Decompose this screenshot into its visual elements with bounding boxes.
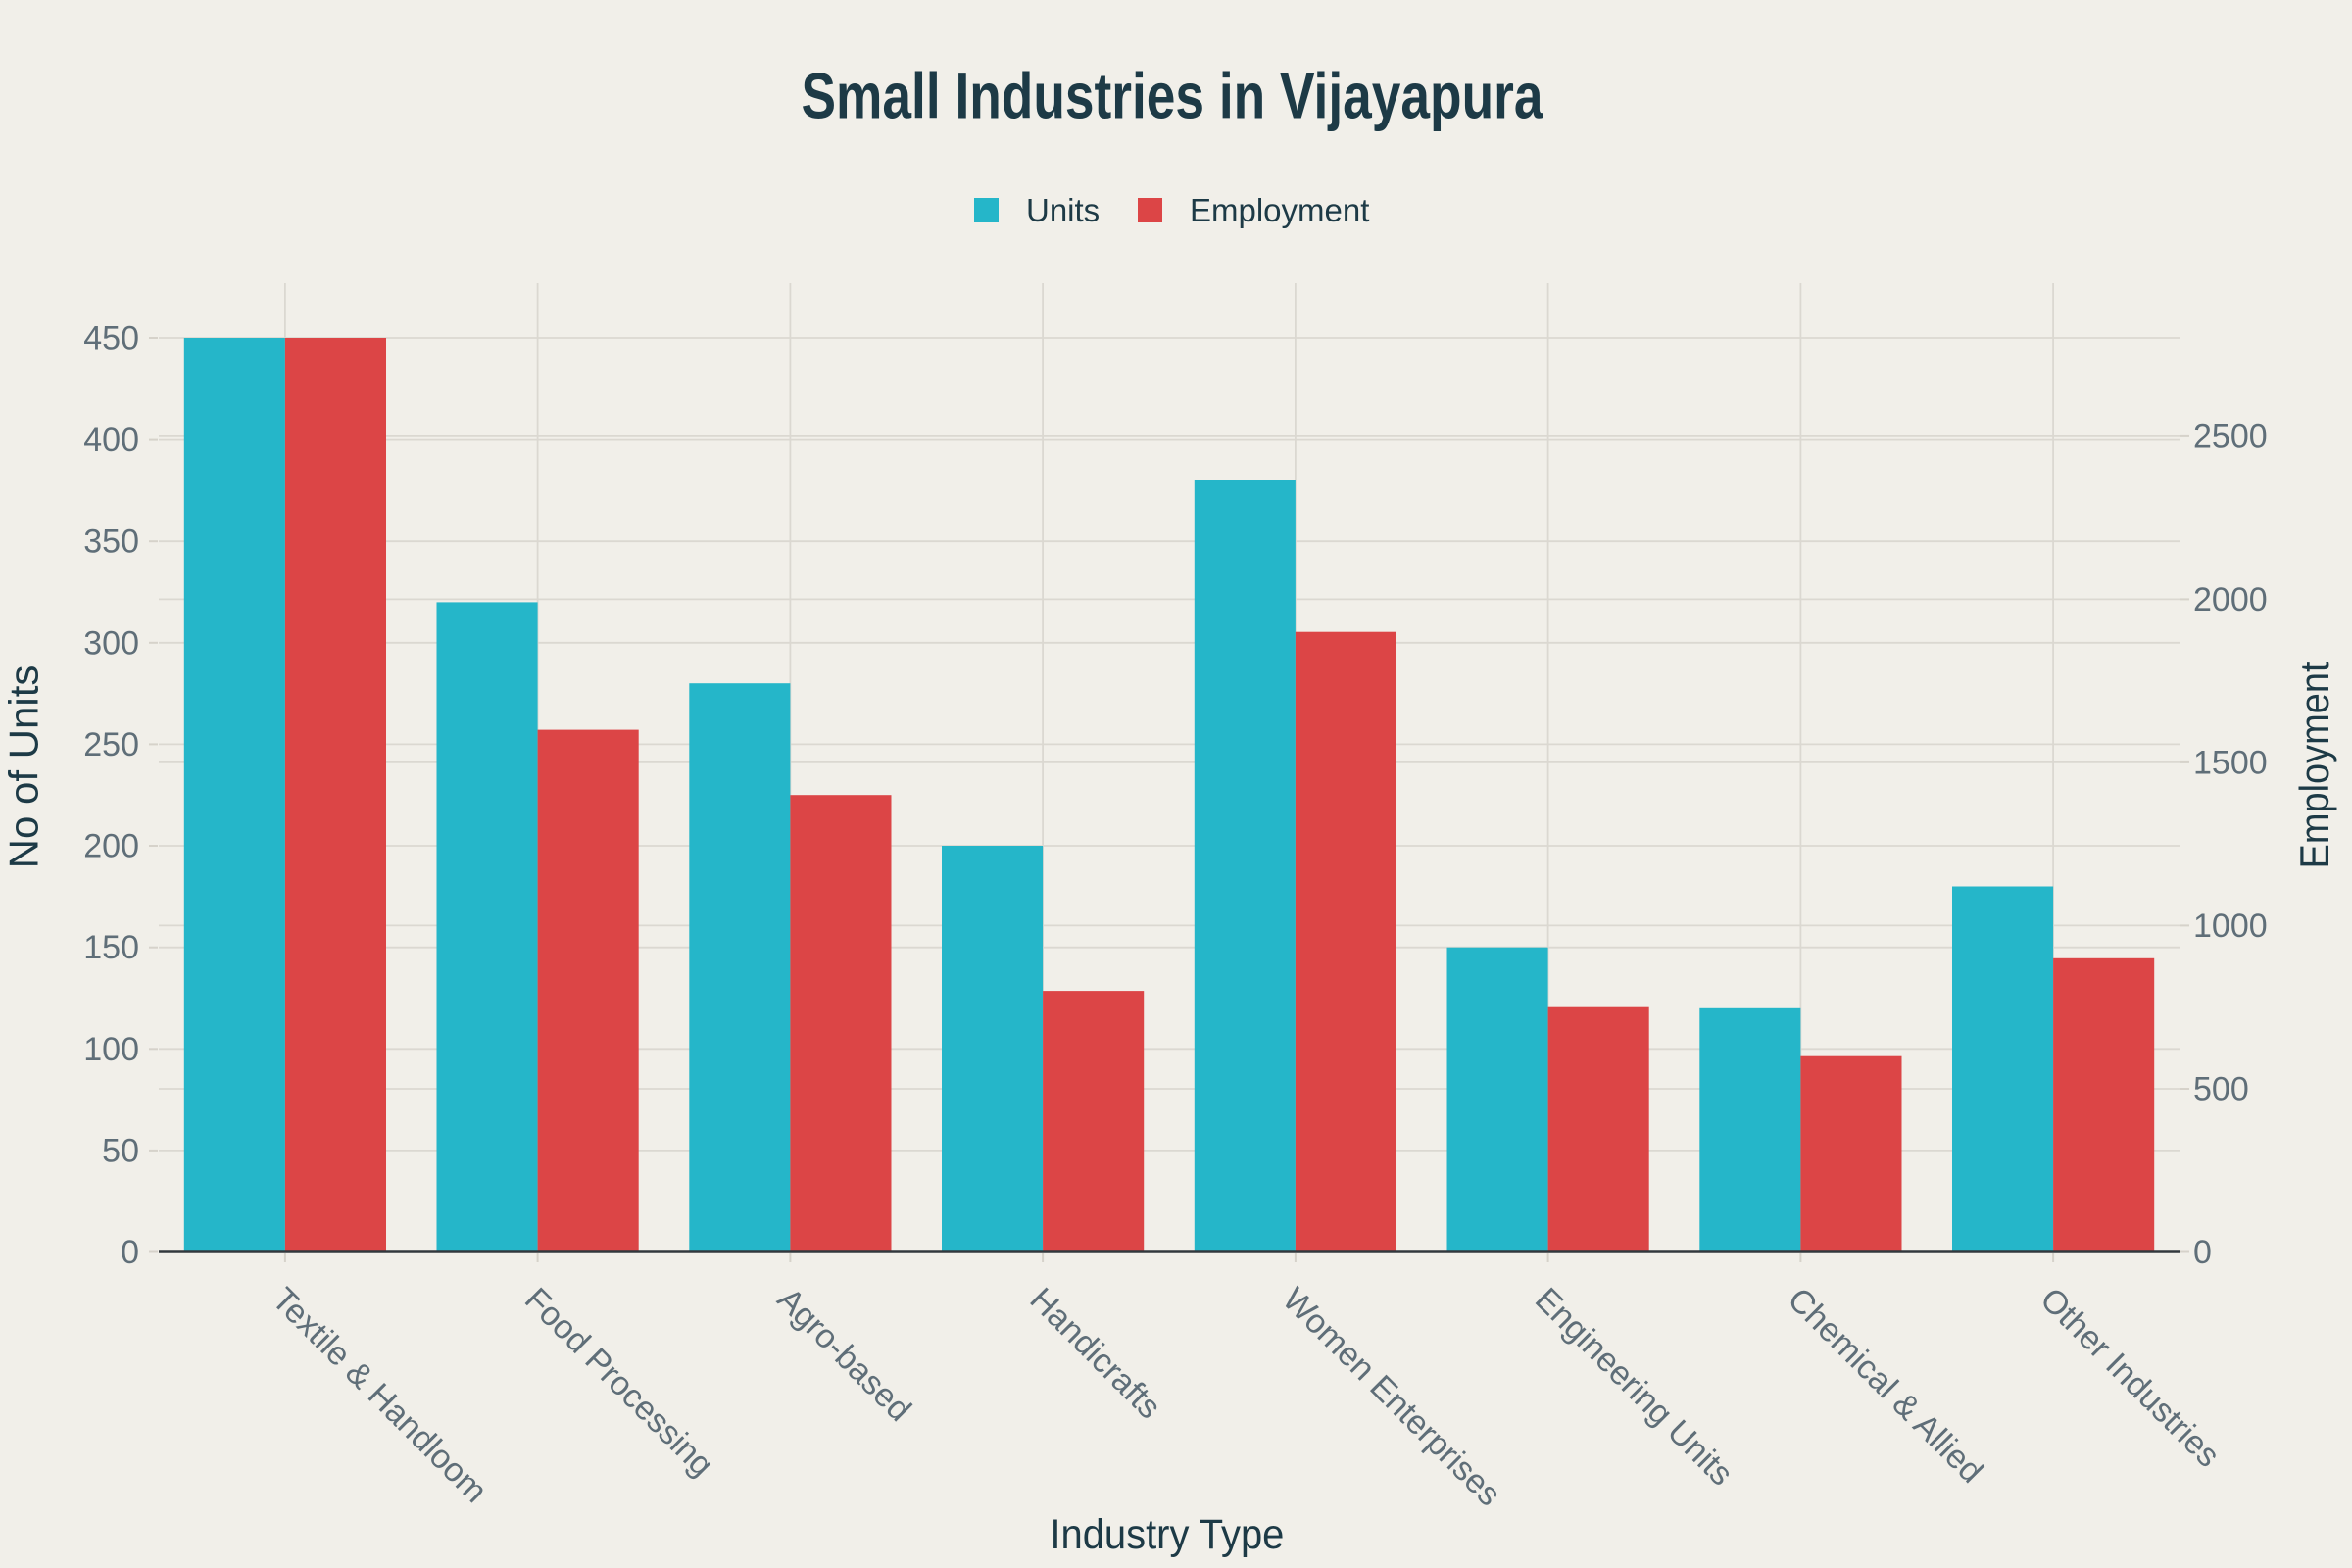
svg-text:No of Units: No of Units	[1, 665, 47, 869]
svg-text:0: 0	[2193, 1234, 2212, 1271]
svg-text:400: 400	[83, 421, 139, 459]
svg-text:50: 50	[102, 1132, 139, 1169]
svg-text:Industry Type: Industry Type	[1050, 1511, 1284, 1558]
svg-text:2500: 2500	[2193, 417, 2268, 455]
svg-text:250: 250	[83, 726, 139, 763]
svg-text:Small Industries in Vijayapura: Small Industries in Vijayapura	[802, 60, 1544, 132]
svg-text:500: 500	[2193, 1071, 2249, 1108]
svg-text:150: 150	[83, 929, 139, 966]
svg-text:200: 200	[83, 828, 139, 865]
svg-text:Employment: Employment	[1190, 192, 1369, 228]
svg-text:1000: 1000	[2193, 907, 2268, 945]
svg-text:350: 350	[83, 523, 139, 561]
svg-text:Units: Units	[1026, 192, 1100, 228]
svg-text:0: 0	[121, 1234, 139, 1271]
svg-text:1500: 1500	[2193, 744, 2268, 781]
svg-text:100: 100	[83, 1031, 139, 1068]
svg-text:2000: 2000	[2193, 581, 2268, 618]
svg-text:450: 450	[83, 320, 139, 358]
svg-text:Employment: Employment	[2291, 662, 2337, 868]
svg-text:300: 300	[83, 624, 139, 662]
